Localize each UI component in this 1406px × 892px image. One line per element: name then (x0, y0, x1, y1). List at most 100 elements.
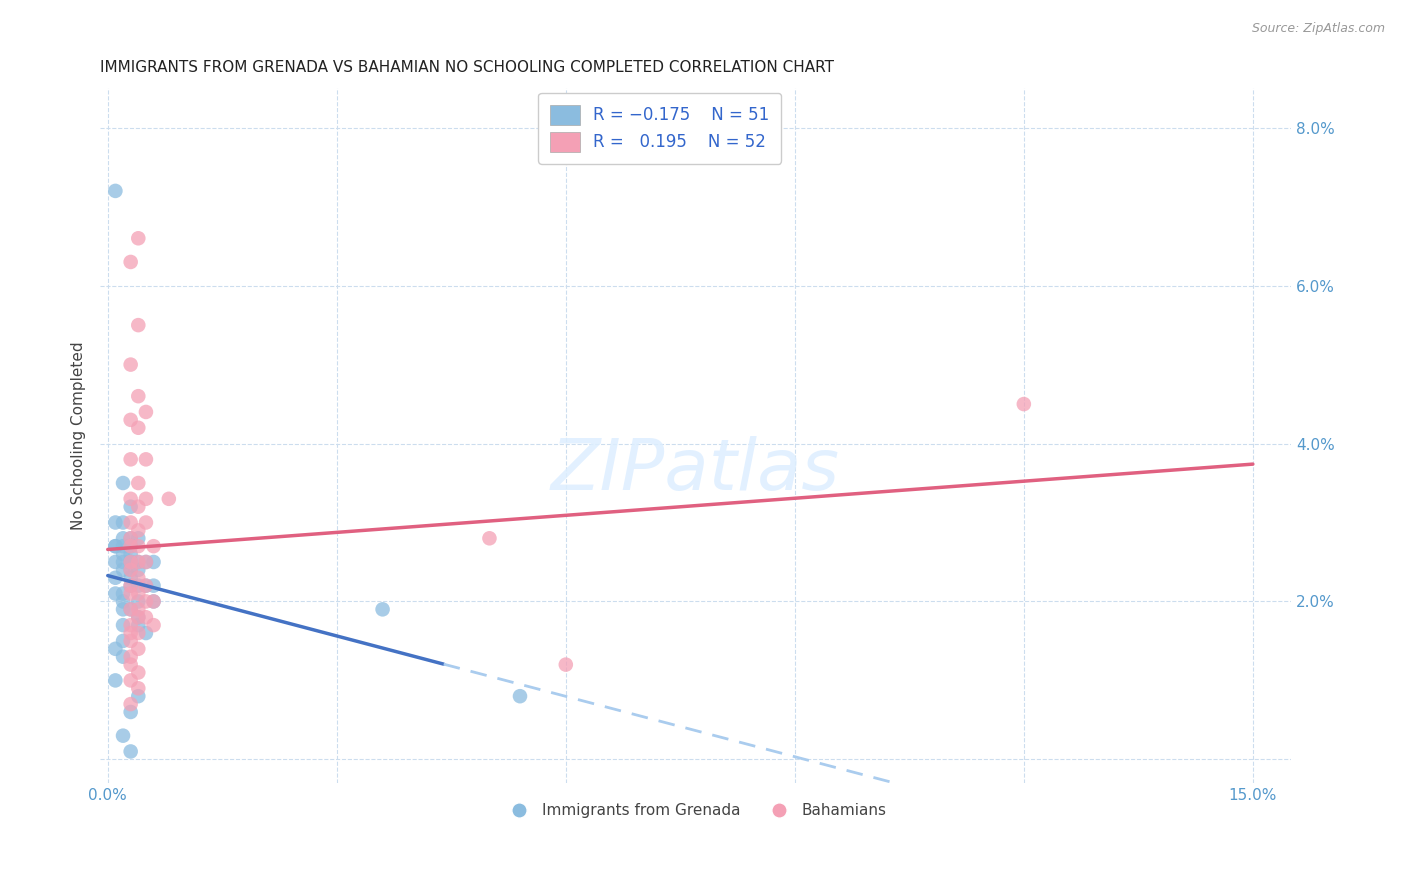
Point (112, 649, 135, 664)
Point (135, 516, 157, 530)
Point (127, 555, 149, 569)
Point (135, 452, 157, 467)
Point (127, 555, 149, 569)
Point (120, 531, 142, 545)
Point (142, 594, 165, 608)
Point (127, 641, 149, 656)
Point (135, 594, 157, 608)
Point (127, 571, 149, 585)
Point (104, 184, 127, 198)
Point (127, 524, 149, 538)
Y-axis label: No Schooling Completed: No Schooling Completed (72, 342, 86, 530)
Point (120, 555, 142, 569)
Point (127, 594, 149, 608)
Point (112, 602, 135, 616)
Point (120, 579, 142, 593)
Point (135, 579, 157, 593)
Point (127, 539, 149, 553)
Point (112, 539, 135, 553)
Point (104, 555, 127, 569)
Point (120, 673, 142, 688)
Point (135, 555, 157, 569)
Point (120, 500, 142, 514)
Point (509, 689, 531, 703)
Point (142, 539, 165, 553)
Point (120, 571, 142, 585)
Point (112, 594, 135, 608)
Point (120, 634, 142, 648)
Point (1012, 397, 1035, 411)
Point (104, 516, 127, 530)
Point (104, 673, 127, 688)
Point (127, 626, 149, 640)
Point (120, 618, 142, 632)
Point (104, 586, 127, 600)
Point (135, 626, 157, 640)
Point (120, 744, 142, 758)
Text: Source: ZipAtlas.com: Source: ZipAtlas.com (1251, 22, 1385, 36)
Point (112, 729, 135, 743)
Point (120, 563, 142, 577)
Point (127, 602, 149, 616)
Point (104, 539, 127, 553)
Point (127, 665, 149, 680)
Point (127, 318, 149, 332)
Point (104, 641, 127, 656)
Point (120, 531, 142, 545)
Point (120, 579, 142, 593)
Point (127, 531, 149, 545)
Point (112, 618, 135, 632)
Point (135, 405, 157, 419)
Point (112, 555, 135, 569)
Point (120, 413, 142, 427)
Point (120, 649, 142, 664)
Point (135, 491, 157, 506)
Point (142, 618, 165, 632)
Point (120, 586, 142, 600)
Point (127, 500, 149, 514)
Point (135, 610, 157, 624)
Point (142, 579, 165, 593)
Point (127, 563, 149, 577)
Point (120, 705, 142, 719)
Point (112, 547, 135, 561)
Point (104, 571, 127, 585)
Point (127, 579, 149, 593)
Point (112, 531, 135, 545)
Point (120, 563, 142, 577)
Point (127, 689, 149, 703)
Point (127, 618, 149, 632)
Point (112, 563, 135, 577)
Point (120, 626, 142, 640)
Point (120, 539, 142, 553)
Point (112, 586, 135, 600)
Point (120, 602, 142, 616)
Point (112, 634, 135, 648)
Point (127, 476, 149, 491)
Point (104, 539, 127, 553)
Point (120, 452, 142, 467)
Point (112, 476, 135, 491)
Point (127, 586, 149, 600)
Point (371, 602, 394, 616)
Point (127, 231, 149, 245)
Point (127, 610, 149, 624)
Point (554, 657, 576, 672)
Point (135, 555, 157, 569)
Point (120, 602, 142, 616)
Legend: Immigrants from Grenada, Bahamians: Immigrants from Grenada, Bahamians (498, 797, 893, 824)
Point (157, 491, 180, 506)
Text: IMMIGRANTS FROM GRENADA VS BAHAMIAN NO SCHOOLING COMPLETED CORRELATION CHART: IMMIGRANTS FROM GRENADA VS BAHAMIAN NO S… (100, 60, 834, 75)
Point (127, 681, 149, 696)
Point (127, 421, 149, 435)
Point (120, 547, 142, 561)
Point (120, 697, 142, 711)
Point (112, 516, 135, 530)
Text: ZIPatlas: ZIPatlas (551, 436, 839, 505)
Point (120, 491, 142, 506)
Point (120, 255, 142, 269)
Point (127, 389, 149, 403)
Point (135, 579, 157, 593)
Point (142, 594, 165, 608)
Point (120, 555, 142, 569)
